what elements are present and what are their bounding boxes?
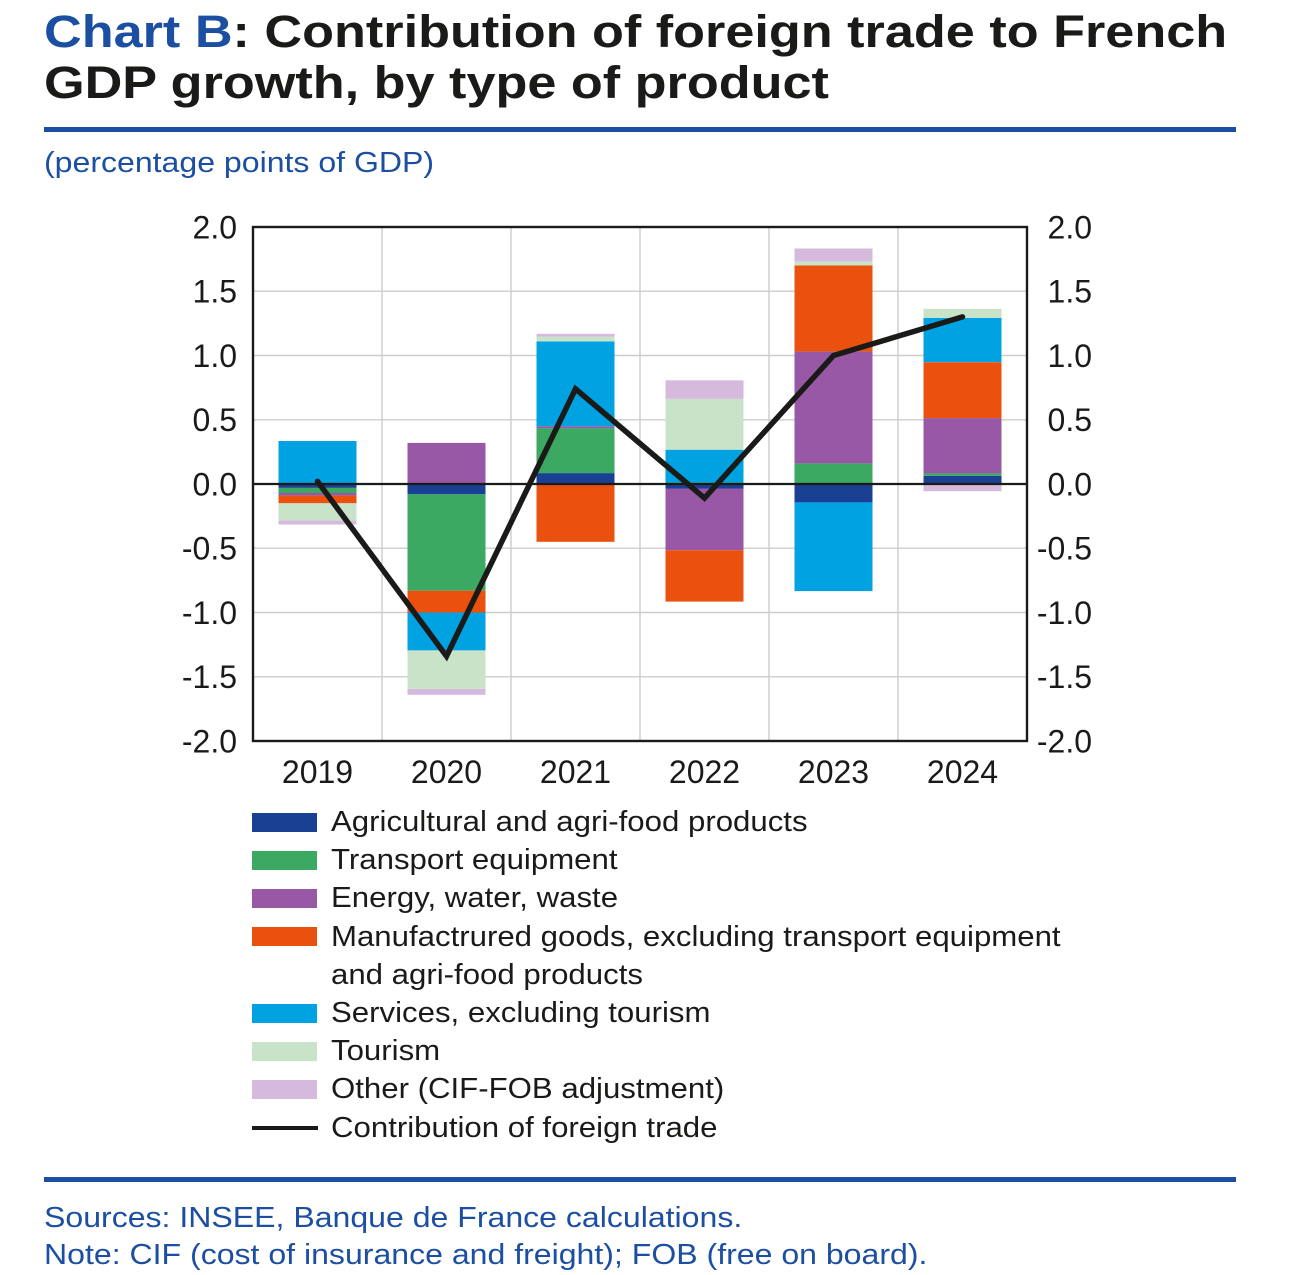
svg-text:2019: 2019 [282,754,353,790]
svg-text:-1.0: -1.0 [1037,595,1092,631]
svg-text:1.5: 1.5 [1048,274,1092,310]
svg-text:2.0: 2.0 [1048,209,1092,245]
svg-text:-0.5: -0.5 [182,531,237,567]
svg-text:2022: 2022 [669,754,740,790]
svg-text:2023: 2023 [798,754,869,790]
svg-text:0.0: 0.0 [193,466,237,502]
svg-text:1.5: 1.5 [193,274,237,310]
svg-text:1.0: 1.0 [1048,338,1092,374]
svg-text:-2.0: -2.0 [1037,723,1092,759]
svg-text:0.0: 0.0 [1048,466,1092,502]
svg-text:-1.5: -1.5 [1037,659,1092,695]
svg-text:-2.0: -2.0 [182,723,237,759]
svg-text:-0.5: -0.5 [1037,531,1092,567]
svg-text:2021: 2021 [540,754,611,790]
svg-text:1.0: 1.0 [193,338,237,374]
svg-text:0.5: 0.5 [193,402,237,438]
svg-text:-1.5: -1.5 [182,659,237,695]
svg-text:0.5: 0.5 [1048,402,1092,438]
svg-text:2024: 2024 [927,754,998,790]
svg-text:-1.0: -1.0 [182,595,237,631]
svg-text:2020: 2020 [411,754,482,790]
svg-text:2.0: 2.0 [193,209,237,245]
